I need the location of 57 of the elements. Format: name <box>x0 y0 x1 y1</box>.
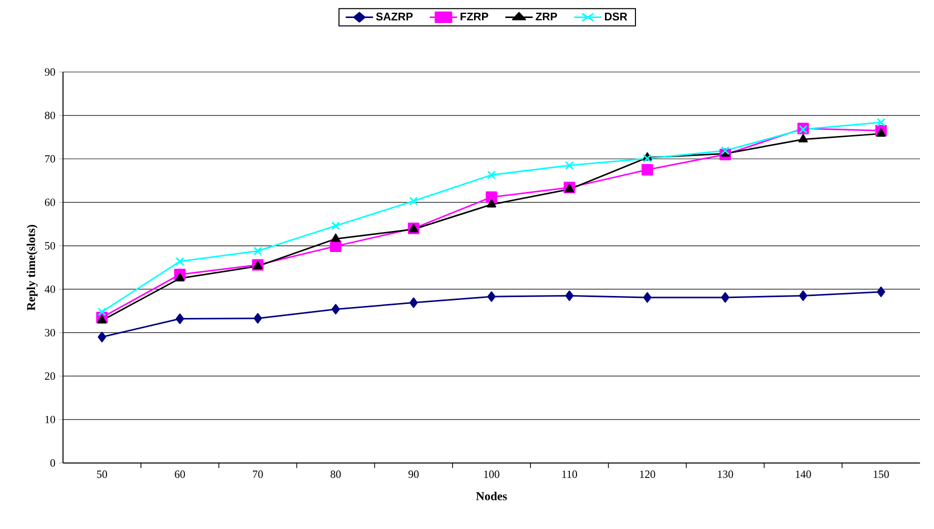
y-tick-label: 70 <box>45 155 56 163</box>
y-tick-label: 90 <box>44 68 56 76</box>
point <box>98 307 106 316</box>
point <box>565 161 574 170</box>
point <box>409 196 418 206</box>
x-tick-label: 50 <box>97 470 108 478</box>
y-tick-label: 0 <box>50 459 56 467</box>
point <box>487 170 496 180</box>
point <box>876 118 886 127</box>
point <box>643 292 652 303</box>
point <box>176 257 184 266</box>
x-tick-label: 90 <box>408 470 419 478</box>
x-tick-label: 120 <box>640 470 656 478</box>
legend-label: DSR <box>604 12 628 20</box>
point <box>330 240 342 252</box>
legend-label: FZRP <box>460 12 488 20</box>
y-tick-label: 50 <box>45 242 56 250</box>
x-tick-label: 140 <box>796 470 811 478</box>
point <box>876 128 886 137</box>
point <box>486 191 498 203</box>
point <box>565 290 574 301</box>
point <box>799 290 808 301</box>
point <box>798 125 808 134</box>
point <box>254 313 262 324</box>
y-tick-label: 40 <box>44 286 56 293</box>
point <box>331 221 340 230</box>
point <box>876 286 886 298</box>
x-tick-label: 70 <box>253 470 263 478</box>
point <box>98 332 106 342</box>
point <box>721 292 730 303</box>
point <box>487 291 496 302</box>
point <box>564 184 574 192</box>
point <box>486 199 496 208</box>
legend-label: ZRP <box>536 12 558 20</box>
y-tick-label: 10 <box>45 416 56 424</box>
point <box>175 273 185 282</box>
y-tick-label: 30 <box>45 328 56 336</box>
point <box>176 314 184 324</box>
x-tick-label: 110 <box>562 470 578 478</box>
point <box>798 134 808 142</box>
point <box>642 164 654 176</box>
x-tick-label: 80 <box>330 470 341 478</box>
point <box>331 234 340 242</box>
y-tick-label: 20 <box>44 372 56 380</box>
x-tick-label: 60 <box>174 470 185 478</box>
point <box>332 304 340 314</box>
y-tick-label: 80 <box>44 112 56 120</box>
x-tick-label: 150 <box>874 470 889 478</box>
point <box>409 297 418 308</box>
point <box>97 315 107 324</box>
point <box>253 246 262 256</box>
x-tick-label: 130 <box>718 470 734 478</box>
x-axis-title: Nodes <box>476 492 507 500</box>
x-tick-label: 100 <box>484 470 500 478</box>
y-tick-label: 60 <box>44 198 56 206</box>
y-axis-title: Reply time(slots) <box>26 224 38 310</box>
legend-label: SAZRP <box>376 12 413 20</box>
